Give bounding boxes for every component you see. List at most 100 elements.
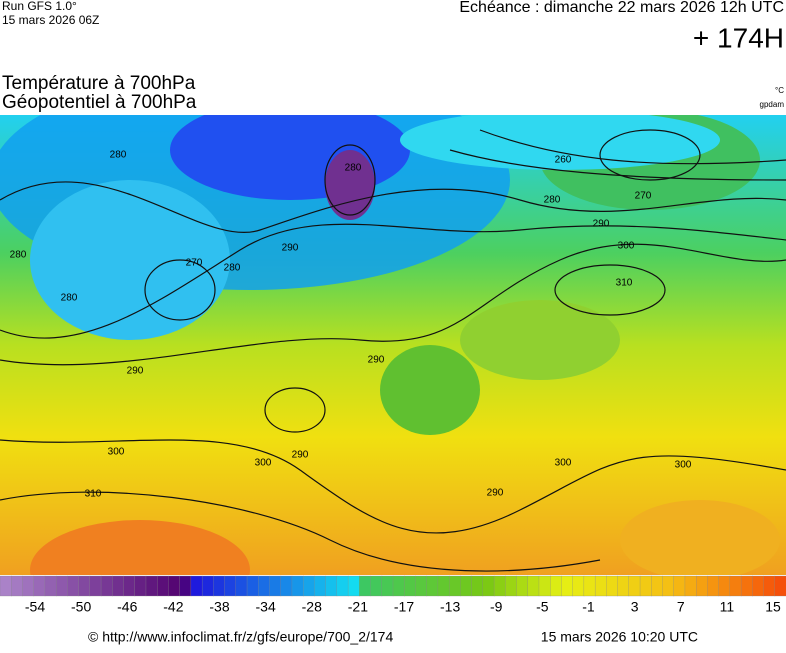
colorbar-swatch xyxy=(696,575,708,597)
colorbar-label: 15 xyxy=(765,599,781,615)
contour-label: 280 xyxy=(345,163,362,174)
colorbar-swatch xyxy=(11,575,23,597)
unit-geo: gpdam xyxy=(760,100,785,109)
colorbar-swatch xyxy=(718,575,731,597)
colorbar-swatch xyxy=(662,575,675,597)
colorbar-swatch xyxy=(201,575,214,597)
colorbar-swatch xyxy=(168,575,181,597)
colorbar-swatch xyxy=(404,575,416,597)
contour-label: 300 xyxy=(108,447,125,458)
contour-labels: 280 280 260 270 280 290 300 310 290 270 280 280 290 2… xyxy=(10,150,692,500)
contour-label: 270 xyxy=(635,191,652,202)
colorbar-swatch xyxy=(561,575,574,597)
contour-label: 300 xyxy=(555,458,572,469)
footer-date: 15 mars 2026 10:20 UTC xyxy=(541,629,698,645)
colorbar-swatch xyxy=(190,575,203,597)
colorbar-swatch xyxy=(314,575,327,597)
colorbar-swatch xyxy=(392,575,405,597)
colorbar-swatch xyxy=(774,575,786,597)
colorbar-swatch xyxy=(336,575,349,597)
colorbar-label: -5 xyxy=(536,599,549,615)
contour-label: 280 xyxy=(61,293,78,304)
colorbar-label: -13 xyxy=(440,599,460,615)
colorbar: -54 -50 -46 -42 -38 -34 -28 -21 -17 -13 -9 -5 -1 3 7 11… xyxy=(0,575,786,615)
title-line1: Température à 700hPa xyxy=(2,73,196,94)
contour-label: 300 xyxy=(675,460,692,471)
colorbar-swatch xyxy=(325,575,338,597)
colorbar-swatch xyxy=(752,575,764,597)
colorbar-swatch xyxy=(100,575,113,597)
lead-time: + 174H xyxy=(693,22,784,53)
run: Run GFS 1.0° xyxy=(2,0,77,13)
colorbar-swatch xyxy=(594,575,607,597)
colorbar-swatch xyxy=(740,575,753,597)
colorbar-label: 7 xyxy=(677,599,685,615)
colorbar-swatch xyxy=(516,575,529,597)
colorbar-label: -17 xyxy=(394,599,414,615)
colorbar-swatch xyxy=(617,575,630,597)
contour-label: 290 xyxy=(368,355,385,366)
colorbar-swatch xyxy=(370,575,383,597)
colorbar-swatch xyxy=(538,575,551,597)
colorbar-label: 11 xyxy=(720,599,735,615)
colorbar-label: -50 xyxy=(71,599,91,615)
colorbar-label: -28 xyxy=(302,599,322,615)
contour-label: 290 xyxy=(593,219,610,230)
colorbar-swatch xyxy=(269,575,282,597)
contour-label: 290 xyxy=(127,366,144,377)
contour-label: 280 xyxy=(224,263,241,274)
colorbar-swatch xyxy=(505,575,517,597)
colorbar-label: -1 xyxy=(582,599,595,615)
colorbar-swatch xyxy=(89,575,102,597)
colorbar-label: -42 xyxy=(163,599,183,615)
colorbar-swatch xyxy=(347,575,360,597)
colorbar-swatch xyxy=(527,575,540,597)
contour-label: 310 xyxy=(85,489,102,500)
colorbar-swatch xyxy=(235,575,248,597)
colorbar-swatch xyxy=(381,575,394,597)
footer-url: © http://www.infoclimat.fr/z/gfs/europe/… xyxy=(88,629,393,645)
contour-label: 260 xyxy=(555,155,572,166)
colorbar-swatch xyxy=(628,575,641,597)
colorbar-swatch xyxy=(123,575,136,597)
colorbar-swatch xyxy=(572,575,585,597)
colorbar-swatch xyxy=(291,575,304,597)
contour-label: 280 xyxy=(10,250,27,261)
colorbar-label: -38 xyxy=(209,599,229,615)
colorbar-swatch xyxy=(426,575,439,597)
colorbar-swatch xyxy=(55,575,68,597)
colorbar-swatch xyxy=(448,575,461,597)
colorbar-label: 3 xyxy=(631,599,639,615)
colorbar-swatch xyxy=(359,575,371,597)
contour-label: 280 xyxy=(544,195,561,206)
contour-label: 310 xyxy=(616,278,633,289)
map xyxy=(0,115,786,575)
colorbar-swatch xyxy=(471,575,484,597)
colorbar-swatch xyxy=(493,575,506,597)
colorbar-label: -46 xyxy=(117,599,137,615)
colorbar-swatch xyxy=(651,575,663,597)
valid-time: Echéance : dimanche 22 mars 2026 12h UTC xyxy=(459,0,784,16)
colorbar-swatch xyxy=(246,575,259,597)
colorbar-swatch xyxy=(606,575,619,597)
run-date: 15 mars 2026 06Z xyxy=(2,13,99,27)
colorbar-swatch xyxy=(78,575,91,597)
contour-label: 270 xyxy=(186,258,203,269)
colorbar-swatch xyxy=(44,575,57,597)
contour-label: 290 xyxy=(282,243,299,254)
colorbar-swatch xyxy=(460,575,473,597)
colorbar-swatch xyxy=(437,575,450,597)
contour-label: 280 xyxy=(110,150,127,161)
colorbar-swatch xyxy=(673,575,686,597)
colorbar-swatch xyxy=(583,575,596,597)
colorbar-label: -34 xyxy=(256,599,276,615)
colorbar-swatch xyxy=(684,575,697,597)
colorbar-swatch xyxy=(639,575,652,597)
colorbar-swatch xyxy=(224,575,237,597)
contour-label: 290 xyxy=(292,450,309,461)
contour-label: 290 xyxy=(487,488,504,499)
colorbar-swatch xyxy=(213,575,226,597)
colorbar-swatch xyxy=(303,575,315,597)
title-line2: Géopotentiel à 700hPa xyxy=(2,92,197,113)
